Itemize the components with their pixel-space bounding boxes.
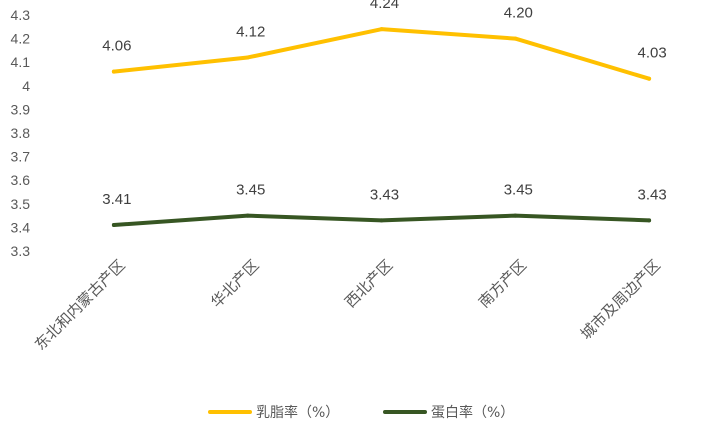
x-category-label: 华北产区 [207, 256, 262, 311]
data-labels: 4.06 4.12 4.24 4.20 4.03 3.41 3.45 3.43 3.45 3.43 [102, 0, 666, 208]
data-label: 3.41 [102, 191, 131, 208]
y-tick-label: 4.3 [11, 7, 31, 23]
y-tick-label: 3.6 [11, 172, 31, 188]
data-label: 3.43 [370, 186, 399, 203]
data-point [111, 223, 116, 228]
legend: 乳脂率（%） 蛋白率（%） [208, 404, 514, 421]
y-tick-label: 4.1 [11, 54, 31, 70]
data-label: 3.45 [236, 182, 265, 199]
data-point [513, 213, 518, 218]
y-axis: 3.3 3.4 3.5 3.6 3.7 3.8 3.9 4 4.1 4.2 4.3 [11, 7, 31, 259]
x-category-label: 东北和内蒙古产区 [31, 256, 129, 354]
data-point [647, 76, 652, 81]
y-tick-label: 4.2 [11, 31, 31, 47]
data-point [513, 36, 518, 41]
x-category-label: 西北产区 [341, 256, 396, 311]
data-label: 4.24 [370, 0, 399, 12]
x-axis: 东北和内蒙古产区 华北产区 西北产区 南方产区 城市及周边产区 [31, 256, 664, 354]
data-point [379, 27, 384, 32]
y-tick-label: 3.4 [11, 219, 31, 235]
data-label: 4.03 [637, 45, 666, 62]
y-tick-label: 3.5 [11, 196, 31, 212]
series-lines [111, 27, 652, 228]
data-point [111, 69, 116, 74]
y-tick-label: 3.8 [11, 125, 31, 141]
y-tick-label: 3.3 [11, 243, 31, 259]
data-label: 4.20 [504, 5, 533, 22]
data-label: 4.06 [102, 38, 131, 55]
data-label: 4.12 [236, 23, 265, 40]
data-point [647, 218, 652, 223]
data-point [379, 218, 384, 223]
legend-label: 乳脂率（%） [256, 404, 339, 421]
x-category-label: 城市及周边产区 [577, 256, 664, 343]
x-category-label: 南方产区 [475, 256, 530, 311]
y-tick-label: 3.9 [11, 101, 31, 117]
series-line-0 [111, 27, 652, 81]
data-label: 3.43 [637, 186, 666, 203]
data-point [245, 213, 250, 218]
legend-label: 蛋白率（%） [431, 404, 514, 421]
y-tick-label: 3.7 [11, 149, 31, 165]
y-tick-label: 4 [22, 78, 30, 94]
data-point [245, 55, 250, 60]
data-label: 3.45 [504, 182, 533, 199]
